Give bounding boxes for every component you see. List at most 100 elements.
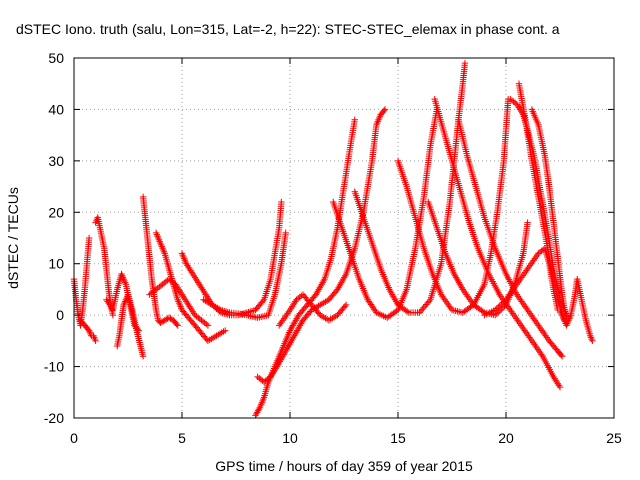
data-point [254,373,261,381]
data-point [367,301,375,308]
y-tick-label: 20 [48,204,64,220]
data-point [556,383,564,391]
data-point [535,250,542,257]
data-point [154,284,161,292]
data-point [257,376,265,383]
data-arc [146,275,212,329]
data-point [148,290,155,297]
data-point [149,288,157,296]
y-tick-label: 10 [48,256,64,272]
y-tick-label: 40 [48,101,64,117]
data-point [170,279,178,287]
data-arc [394,95,512,316]
plot-frame [73,57,615,419]
data-point [167,315,174,322]
data-point [159,281,166,288]
data-point [381,106,389,113]
data-point [424,299,431,307]
data-arc [139,193,181,329]
data-point [193,313,200,320]
data-point [191,311,199,319]
data-point [589,337,596,345]
data-point [151,287,158,294]
data-point [524,219,531,226]
data-arc [152,229,229,345]
data-point [342,301,350,309]
x-tick-label: 10 [282,430,298,446]
data-point [165,275,173,283]
data-point [203,320,210,328]
data-point [173,320,180,328]
x-axis-label: GPS time / hours of day 359 of year 2015 [215,458,473,474]
data-point [196,315,204,323]
data-point [157,282,165,289]
data-point [156,283,163,291]
data-point [587,334,595,341]
data-arc [178,198,285,319]
data-point [536,248,544,256]
data-point [557,351,565,359]
data-point [260,378,268,386]
data-arc [77,317,99,345]
chart-title: dSTEC Iono. truth (salu, Lon=315, Lat=-2… [16,21,560,37]
data-point [259,297,267,305]
data-arc [200,229,289,321]
data-arc [92,214,117,319]
data-point [152,286,160,293]
data-point [493,305,500,312]
data-point [558,353,566,360]
data-arc [455,116,566,360]
data-point [461,59,469,67]
data-point [366,299,374,307]
data-point [425,298,433,305]
data-arc [556,275,596,345]
data-point [198,317,205,324]
data-point [160,279,168,287]
data-point [262,377,269,384]
data-point [365,298,373,305]
data-point [496,302,504,309]
data-point [404,308,411,315]
data-point [278,198,285,206]
data-point [162,278,169,285]
data-point [264,376,271,383]
data-arc [425,198,531,319]
y-tick-label: -20 [44,410,64,426]
data-point [296,293,303,301]
x-tick-label: 25 [606,430,622,446]
data-arc [252,116,358,419]
data-point [91,335,99,343]
axis-ticks: 0 5 10 15 20 25 -20 -10 0 10 20 30 40 50 [44,50,622,446]
data-point [508,97,516,104]
data-arc [330,106,441,321]
data-point [368,302,376,310]
data-point [538,247,545,255]
data-point [282,229,289,237]
data-point [167,277,174,284]
data-point [351,116,358,123]
y-tick-label: 50 [48,50,64,66]
y-tick-label: -10 [44,359,64,375]
data-point [204,322,212,329]
y-axis-label: dSTEC / TECUs [5,187,21,289]
data-point [423,301,430,308]
data-point [265,374,273,382]
y-tick-label: 30 [48,153,64,169]
data-point [369,304,377,311]
data-point [511,99,519,107]
x-tick-label: 15 [390,430,406,446]
data-point [510,98,517,105]
data-point [169,278,176,285]
data-point [495,303,502,311]
data-point [146,291,153,298]
data-point [416,309,423,316]
data-point [492,306,499,314]
data-point [507,95,514,103]
data-arc [70,234,93,329]
x-tick-label: 5 [178,430,186,446]
data-marks [70,59,596,419]
data-point [420,304,427,311]
data-arc [431,95,564,391]
data-point [364,296,371,303]
